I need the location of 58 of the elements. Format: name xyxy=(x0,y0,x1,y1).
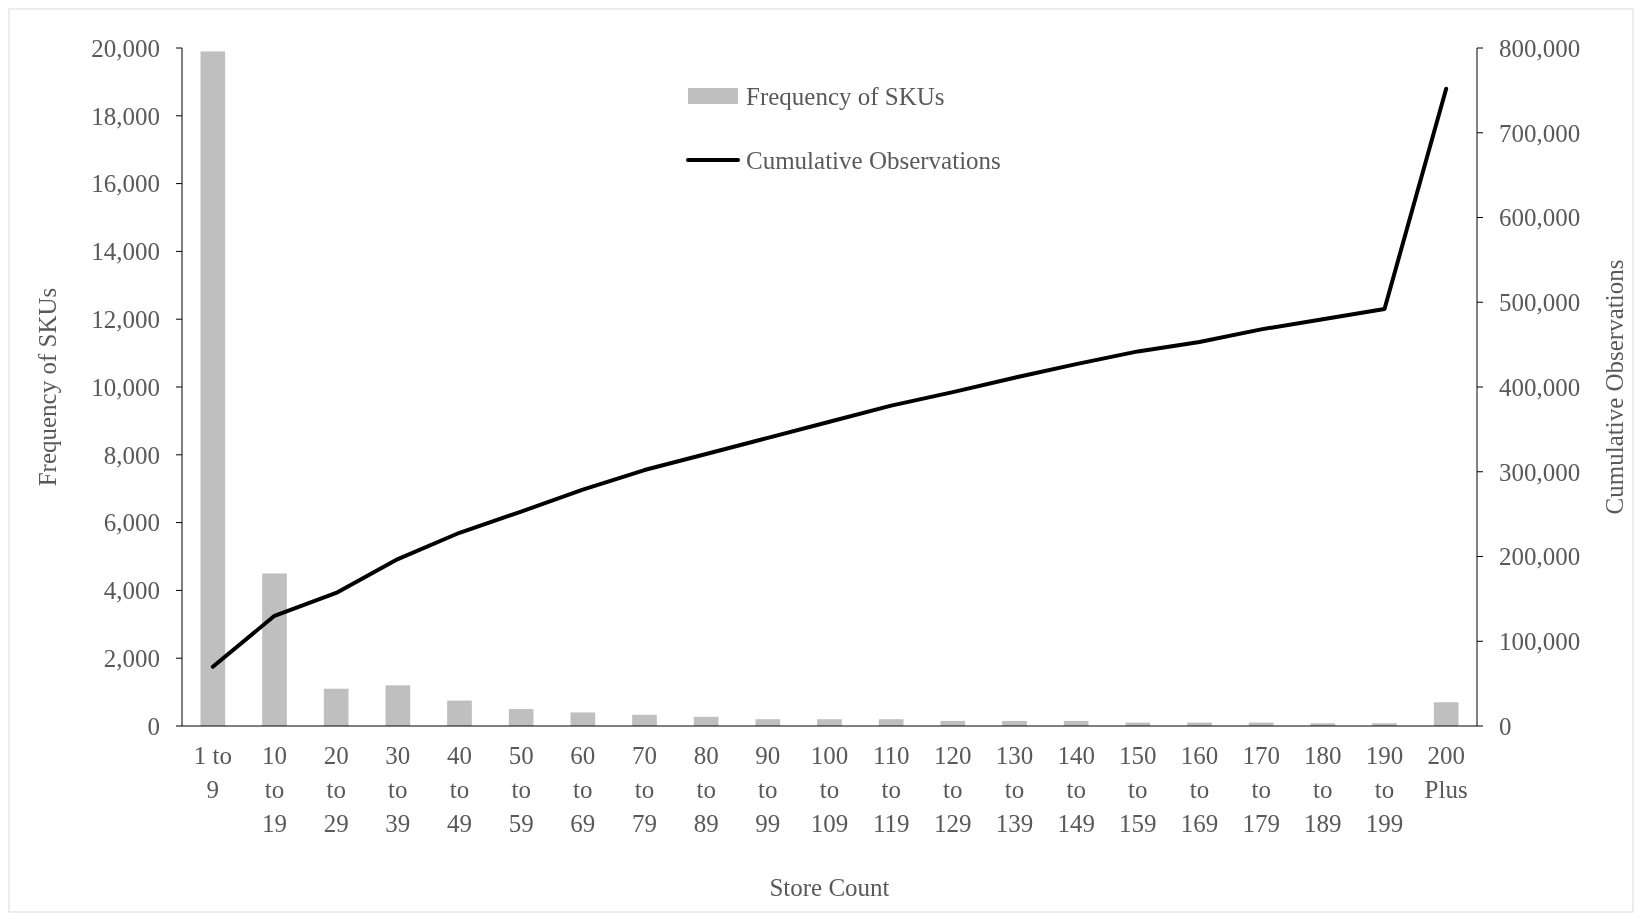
x-tick-label: 100 to 109 xyxy=(810,742,849,837)
y2-tick-label: 500,000 xyxy=(1499,289,1581,316)
y2-tick-label: 800,000 xyxy=(1499,34,1581,62)
x-tick-label: 190 to 199 xyxy=(1365,742,1404,837)
y2-tick-label: 600,000 xyxy=(1499,204,1581,232)
x-tick-label: 130 to 139 xyxy=(995,742,1034,837)
y-tick-label: 20,000 xyxy=(91,34,160,62)
y2-tick-label: 100,000 xyxy=(1499,628,1581,655)
x-tick-label: 40 to 49 xyxy=(447,742,472,837)
x-tick-label: 160 to 169 xyxy=(1180,742,1219,837)
x-tick-label: 10 to 19 xyxy=(262,742,287,837)
y-tick-label: 10,000 xyxy=(91,373,160,401)
bar xyxy=(878,719,904,726)
y-tick-label: 8,000 xyxy=(103,441,160,469)
x-tick-label: 120 to 129 xyxy=(934,742,972,837)
x-tick-label: 80 to 89 xyxy=(693,742,719,837)
x-tick-label: 1 to 9 xyxy=(193,742,232,803)
x-tick-label: 60 to 69 xyxy=(570,742,596,837)
x-tick-label: 50 to 59 xyxy=(508,742,534,837)
x-tick-label: 170 to 179 xyxy=(1242,742,1280,837)
bar xyxy=(1433,702,1459,726)
bar xyxy=(817,719,842,726)
y2-tick-label: 700,000 xyxy=(1499,119,1581,147)
legend-label: Cumulative Observations xyxy=(746,146,1001,174)
x-tick-label: 180 to 189 xyxy=(1304,742,1342,837)
x-tick-label: 70 to 79 xyxy=(632,742,657,837)
y-tick-label: 16,000 xyxy=(91,170,160,198)
bar xyxy=(508,709,534,726)
y-axis-title: Frequency of SKUs xyxy=(34,287,61,487)
y2-tick-label: 0 xyxy=(1499,712,1512,740)
y-tick-label: 14,000 xyxy=(91,238,160,266)
x-tick-label: 110 to 119 xyxy=(872,742,910,837)
bar xyxy=(385,685,411,726)
y2-tick-label: 400,000 xyxy=(1499,373,1581,401)
bar xyxy=(200,51,226,726)
y-tick-label: 6,000 xyxy=(103,509,160,537)
x-tick-label: 20 to 29 xyxy=(323,742,349,837)
x-axis-title: Store Count xyxy=(769,874,890,901)
y-tick-label: 4,000 xyxy=(103,577,160,605)
y-tick-label: 2,000 xyxy=(103,644,160,672)
y-tick-label: 12,000 xyxy=(91,305,160,333)
y2-tick-label: 200,000 xyxy=(1499,543,1581,571)
legend-label: Frequency of SKUs xyxy=(746,82,945,110)
y2-tick-label: 300,000 xyxy=(1499,458,1581,486)
bar xyxy=(323,688,349,726)
x-tick-label: 140 to 149 xyxy=(1057,742,1095,837)
y-tick-label: 18,000 xyxy=(91,102,160,130)
y2-axis-title: Cumulative Observations xyxy=(1600,259,1628,515)
bar xyxy=(632,714,657,726)
line-series xyxy=(210,86,1449,669)
bar xyxy=(447,700,472,726)
bar xyxy=(570,712,596,726)
x-tick-label: 200 Plus xyxy=(1424,742,1468,803)
bar xyxy=(262,573,287,726)
x-tick-label: 30 to 39 xyxy=(385,742,411,837)
x-tick-label: 90 to 99 xyxy=(755,742,781,837)
y-tick-label: 0 xyxy=(147,712,160,740)
x-tick-label: 150 to 159 xyxy=(1119,742,1157,837)
